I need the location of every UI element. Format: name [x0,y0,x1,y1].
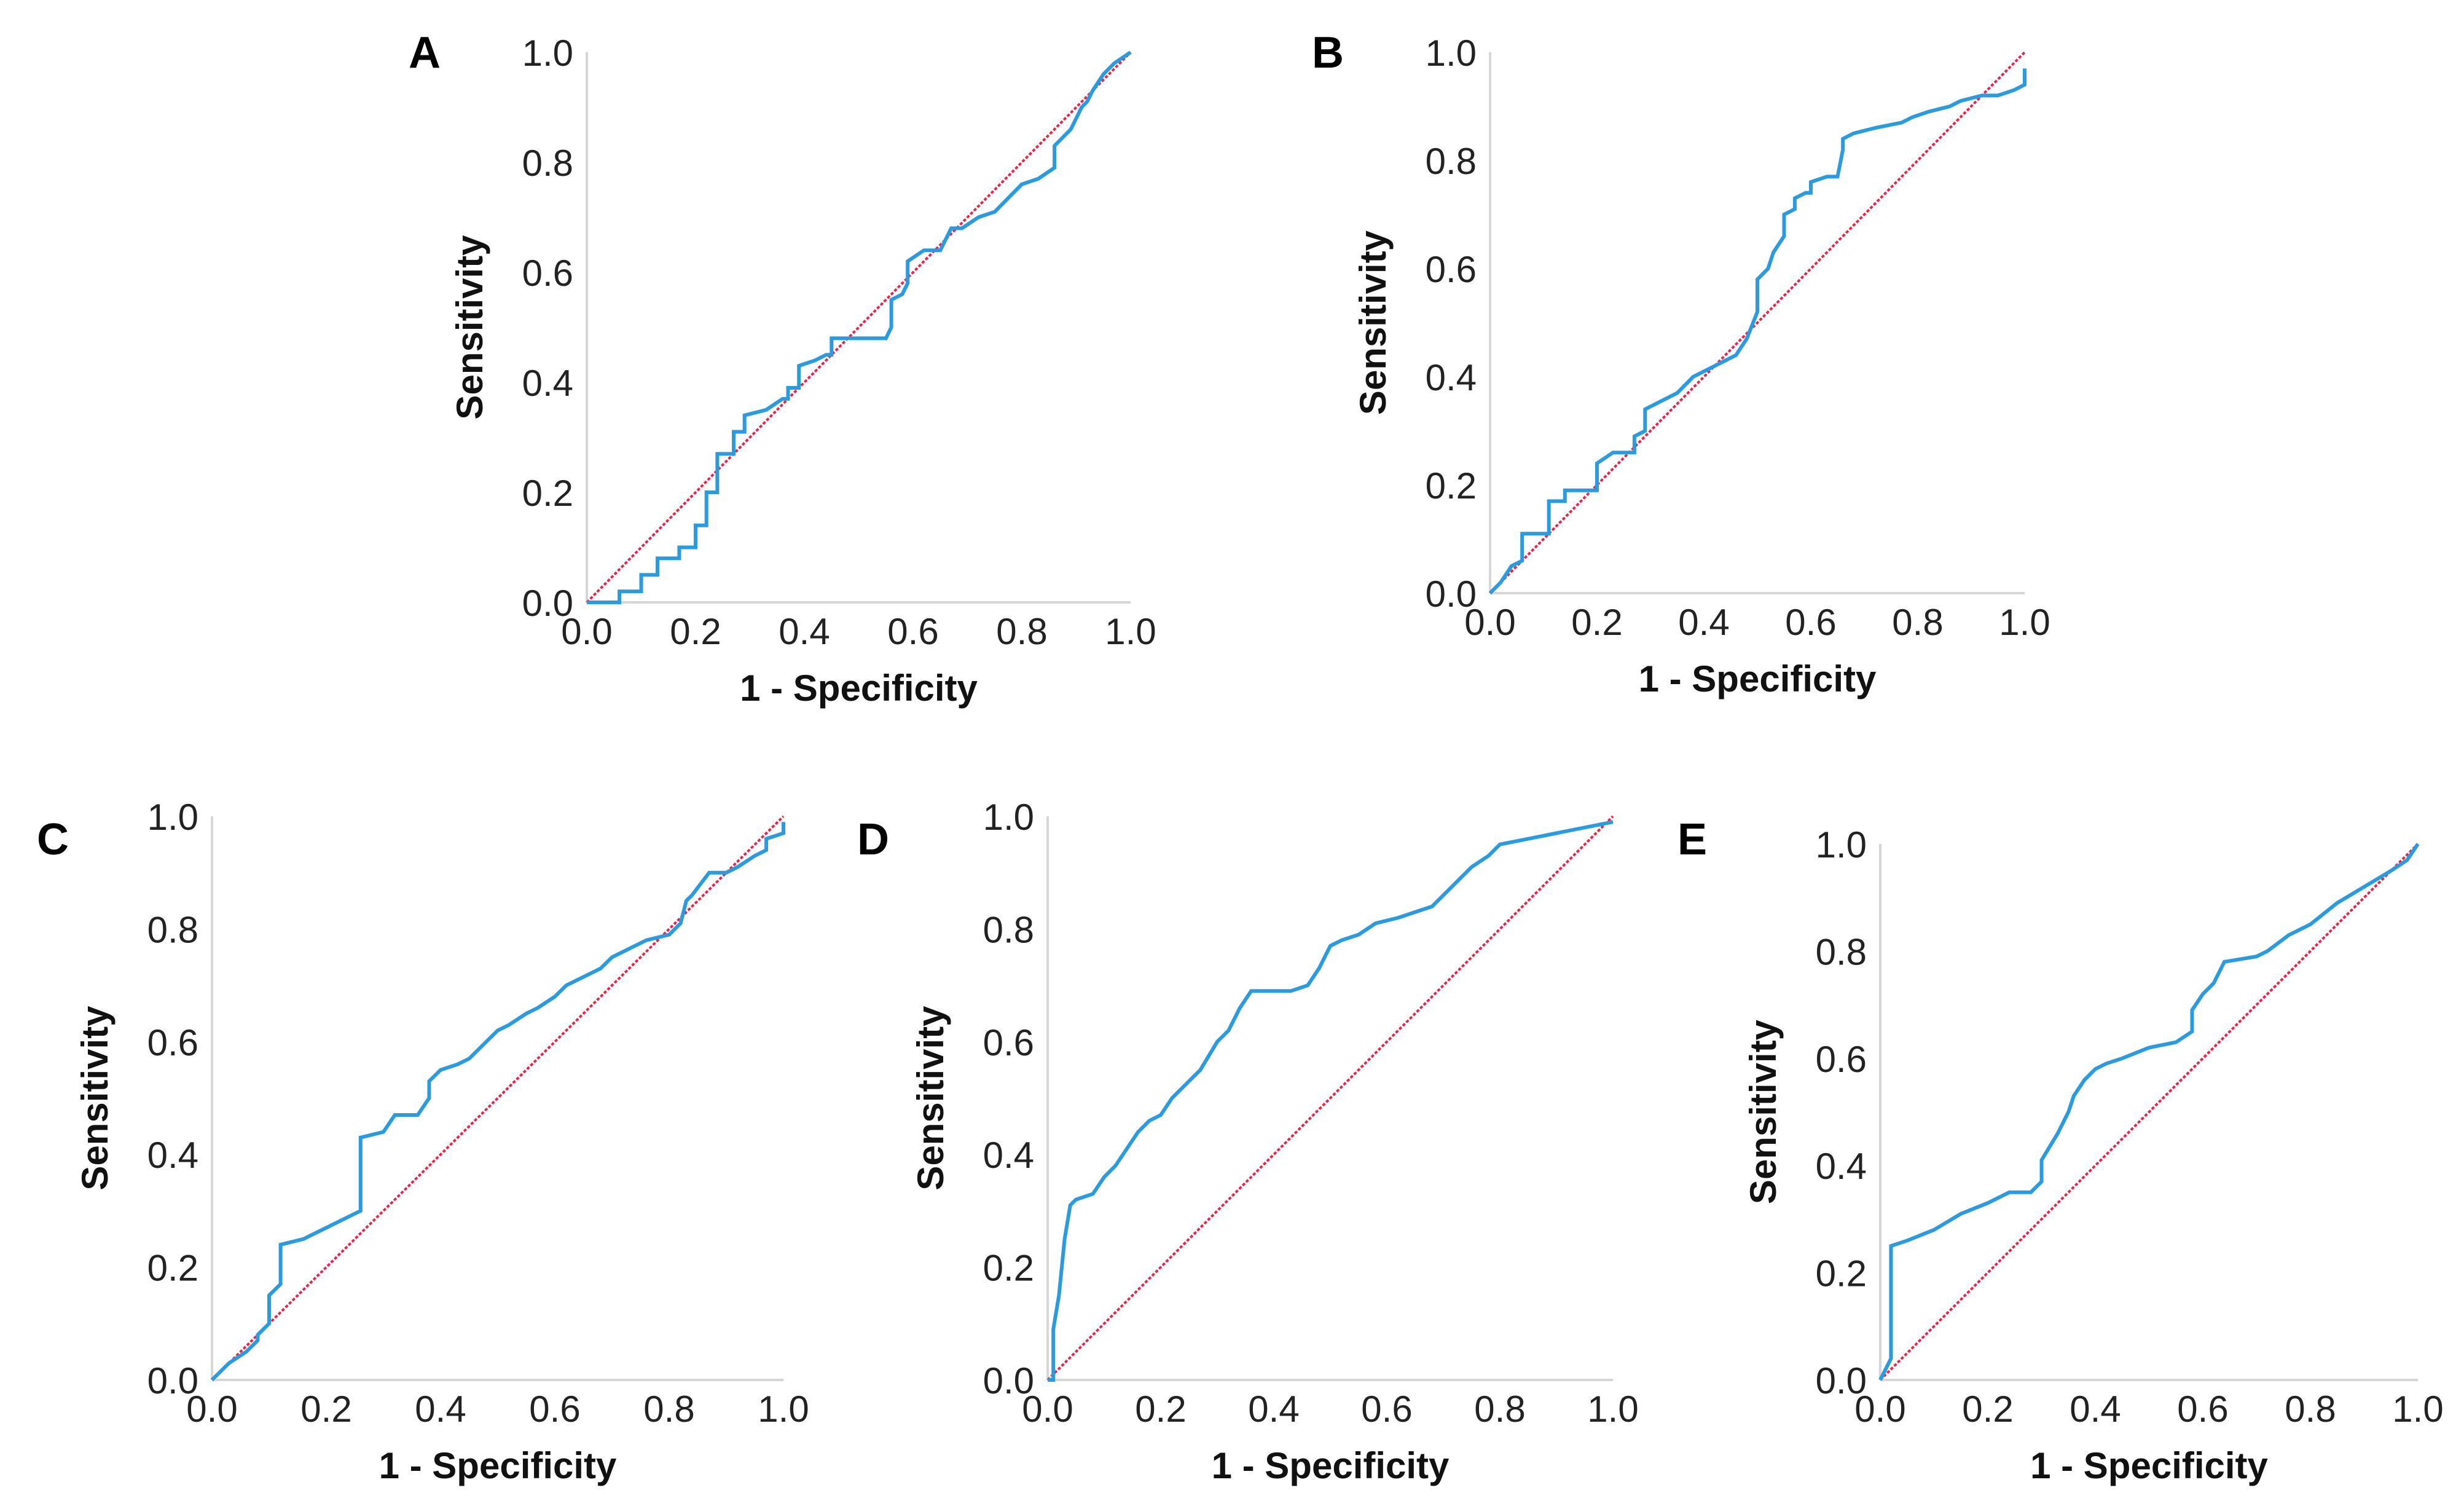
y-tick-label: 0.8 [1426,141,1477,182]
x-tick-label: 1.0 [1587,1389,1638,1430]
x-axis-title: 1 - Specificity [2030,1445,2268,1486]
x-tick-label: 1.0 [1105,611,1156,652]
reference-diagonal-line [211,815,785,1381]
x-axis-title: 1 - Specificity [740,668,978,709]
panel-label: D [857,815,889,864]
y-tick-label: 0.4 [983,1135,1034,1176]
reference-diagonal-line [1489,51,2026,594]
y-tick-label: 0.0 [1426,573,1477,615]
y-tick-label: 0.6 [147,1022,198,1063]
x-tick-label: 0.4 [415,1389,466,1430]
x-tick-label: 1.0 [758,1389,809,1430]
x-tick-label: 0.0 [1854,1389,1905,1430]
x-axis-title: 1 - Specificity [379,1445,617,1486]
x-tick-label: 0.8 [2285,1389,2336,1430]
y-tick-label: 0.8 [1816,931,1867,972]
x-axis-title: 1 - Specificity [1639,658,1877,699]
y-tick-label: 0.6 [522,253,573,294]
y-tick-label: 0.0 [1816,1360,1867,1401]
y-axis-title: Sensitivity [449,235,490,420]
panel-label: A [409,28,441,77]
y-tick-label: 0.4 [1816,1146,1867,1187]
y-tick-label: 0.4 [147,1135,198,1176]
x-tick-label: 0.6 [1361,1389,1412,1430]
reference-diagonal-line [1046,815,1614,1381]
x-tick-label: 0.4 [779,611,830,652]
x-tick-label: 0.6 [529,1389,580,1430]
y-tick-label: 0.0 [147,1360,198,1401]
y-axis-title: Sensitivity [1743,1019,1784,1204]
y-tick-label: 0.2 [147,1248,198,1289]
y-axis-title: Sensitivity [910,1006,951,1191]
panel-label: E [1677,815,1707,864]
x-tick-label: 0.8 [1474,1389,1525,1430]
roc-curve-line [587,50,1132,604]
y-tick-label: 0.6 [983,1022,1034,1063]
x-tick-label: 0.4 [1678,602,1729,643]
x-tick-label: 0.2 [670,611,721,652]
roc-panel-a: 0.0 0.2 0.4 0.6 0.8 1.0 0.0 0.2 0.4 0.6 0.8 1.0 1 - … [409,28,1156,709]
x-tick-label: 0.6 [2177,1389,2228,1430]
y-tick-label: 1.0 [983,797,1034,838]
panel-label: C [37,815,69,864]
y-tick-label: 0.8 [522,143,573,184]
y-axis-title: Sensitivity [74,1006,116,1191]
x-tick-label: 0.2 [300,1389,351,1430]
x-tick-label: 0.8 [996,611,1047,652]
y-tick-label: 0.2 [1426,465,1477,506]
roc-panel-b: 0.0 0.2 0.4 0.6 0.8 1.0 0.0 0.2 0.4 0.6 0.8 1.0 1 - … [1312,28,2050,699]
x-tick-label: 1.0 [1999,602,2050,643]
roc-panel-c: 0.0 0.2 0.4 0.6 0.8 1.0 0.0 0.2 0.4 0.6 0.8 1.0 1 - … [37,797,809,1486]
roc-curve-line [1048,820,1614,1382]
roc-curve-line [210,822,785,1382]
x-tick-label: 0.2 [1135,1389,1186,1430]
y-tick-label: 1.0 [1426,33,1477,74]
panel-label: B [1312,28,1344,77]
x-tick-label: 0.2 [1571,602,1622,643]
y-tick-label: 0.2 [1816,1253,1867,1294]
x-axis-title: 1 - Specificity [1212,1445,1450,1486]
x-tick-label: 0.4 [1248,1389,1299,1430]
y-tick-label: 0.8 [983,909,1034,950]
x-tick-label: 0.8 [643,1389,694,1430]
x-tick-label: 0.0 [1464,602,1515,643]
y-tick-label: 0.4 [1426,357,1477,398]
x-tick-label: 0.8 [1892,602,1943,643]
y-tick-label: 0.0 [983,1360,1034,1401]
y-tick-label: 0.6 [1816,1039,1867,1080]
y-tick-label: 1.0 [522,33,573,74]
reference-diagonal-line [586,51,1132,604]
x-tick-label: 0.6 [1785,602,1836,643]
y-tick-label: 0.8 [147,909,198,950]
y-tick-label: 0.6 [1426,249,1477,290]
y-tick-label: 0.0 [522,583,573,624]
x-tick-label: 0.2 [1962,1389,2013,1430]
roc-curve-line [1488,68,2027,595]
x-tick-label: 0.0 [1022,1389,1073,1430]
y-tick-label: 0.2 [983,1248,1034,1289]
roc-panel-e: 0.0 0.2 0.4 0.6 0.8 1.0 0.0 0.2 0.4 0.6 0.8 1.0 1 - … [1677,815,2444,1486]
x-tick-label: 0.0 [186,1389,237,1430]
y-tick-label: 1.0 [147,797,198,838]
x-tick-label: 1.0 [2392,1389,2443,1430]
x-tick-label: 0.0 [561,611,612,652]
y-axis-title: Sensitivity [1352,230,1394,415]
roc-curve-line [1878,843,2420,1381]
x-tick-label: 0.4 [2070,1389,2121,1430]
y-tick-label: 1.0 [1816,824,1867,865]
y-tick-label: 0.4 [522,363,573,404]
reference-diagonal-line [1879,843,2419,1381]
x-tick-label: 0.6 [887,611,938,652]
y-tick-label: 0.2 [522,473,573,514]
roc-panel-d: 0.0 0.2 0.4 0.6 0.8 1.0 0.0 0.2 0.4 0.6 0.8 1.0 1 - … [857,797,1639,1486]
